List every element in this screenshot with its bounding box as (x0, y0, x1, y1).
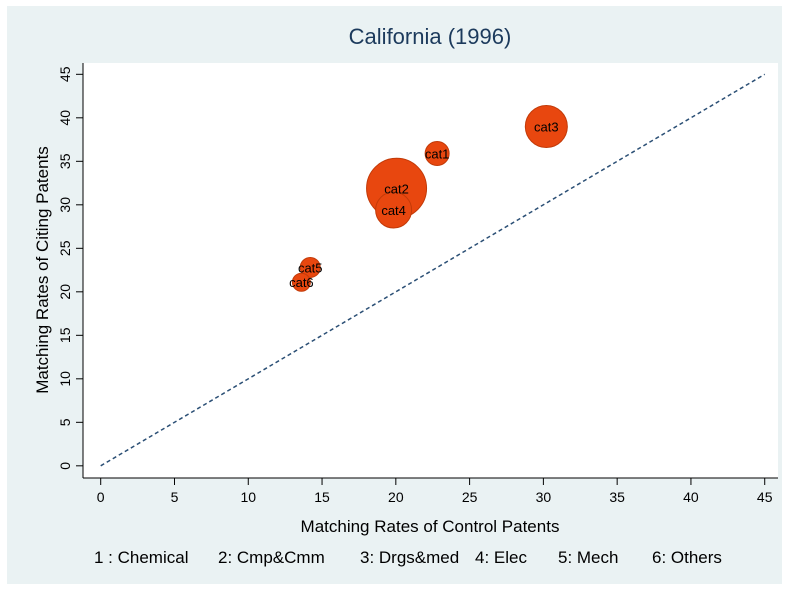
point-label: cat5 (298, 260, 323, 275)
note-item: 3: Drgs&med (360, 548, 459, 567)
note-item: 2: Cmp&Cmm (218, 548, 325, 567)
note-item: 6: Others (652, 548, 722, 567)
note-item: 5: Mech (558, 548, 618, 567)
y-tick-label: 30 (57, 197, 73, 213)
x-tick-label: 30 (536, 489, 552, 505)
x-axis-label: Matching Rates of Control Patents (301, 517, 560, 536)
point-label: cat2 (384, 181, 409, 196)
bubble (299, 256, 321, 278)
y-tick-label: 40 (57, 110, 73, 126)
reference-line (100, 73, 766, 467)
plot-area (83, 63, 778, 478)
x-tick-label: 20 (388, 489, 404, 505)
point-label: cat3 (534, 120, 559, 135)
y-axis-label: Matching Rates of Citing Patents (33, 146, 52, 394)
x-tick-label: 35 (609, 489, 625, 505)
x-tick-label: 0 (97, 489, 105, 505)
y-tick-label: 45 (57, 66, 73, 82)
point-label: cat6 (289, 275, 314, 290)
x-tick-label: 25 (462, 489, 478, 505)
bubble (424, 140, 450, 166)
bubble (291, 272, 311, 292)
y-tick-label: 20 (57, 284, 73, 300)
point-label: cat1 (425, 146, 450, 161)
x-tick-label: 45 (757, 489, 773, 505)
note-item: 1 : Chemical (94, 548, 188, 567)
y-tick-label: 35 (57, 153, 73, 169)
point-label: cat4 (381, 203, 406, 218)
y-tick-label: 15 (57, 327, 73, 343)
bubble (375, 191, 413, 229)
x-tick-label: 15 (314, 489, 330, 505)
y-tick-label: 5 (57, 418, 73, 426)
x-tick-label: 5 (171, 489, 179, 505)
y-tick-label: 0 (57, 462, 73, 470)
bubble (524, 105, 568, 149)
y-tick-label: 10 (57, 371, 73, 387)
note-item: 4: Elec (475, 548, 527, 567)
x-tick-label: 10 (240, 489, 256, 505)
y-tick-label: 25 (57, 240, 73, 256)
x-tick-label: 40 (683, 489, 699, 505)
chart-title: California (1996) (349, 24, 512, 49)
